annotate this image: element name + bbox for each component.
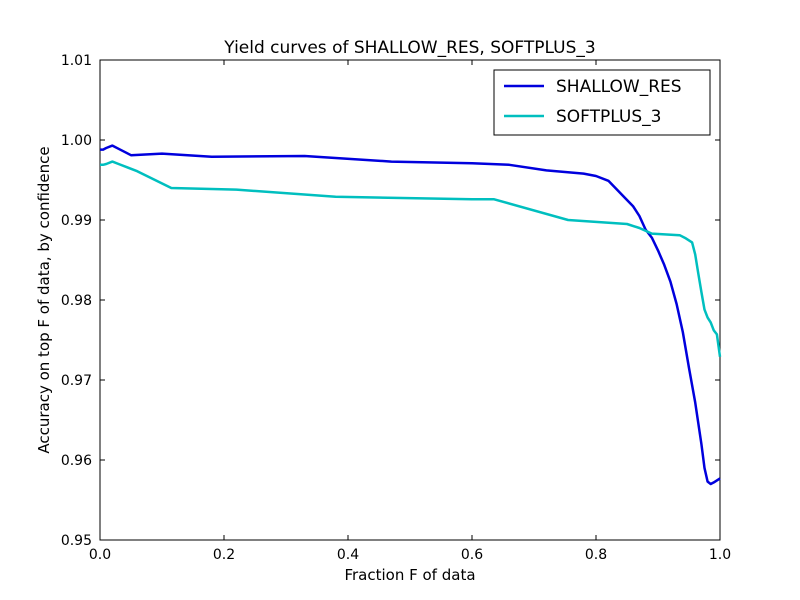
legend-box: [493, 69, 711, 136]
x-tick-label: 0.4: [337, 547, 359, 563]
y-tick-label: 1.00: [61, 133, 92, 149]
legend: SHALLOW_RES SOFTPLUS_3: [493, 69, 711, 136]
x-axis-label: Fraction F of data: [344, 566, 475, 584]
y-tick-label: 0.97: [61, 373, 92, 389]
ticks-layer: 0.0 0.2 0.4 0.6 0.8 1.0 0.95 0.96 0.97 0.98 0.99 1.…: [61, 53, 731, 563]
legend-label-softplus-3: SOFTPLUS_3: [556, 107, 661, 127]
x-tick-label: 0.2: [213, 547, 235, 563]
series-line-softplus-3: [100, 160, 722, 357]
series-layer: [100, 144, 722, 486]
y-tick-label: 0.99: [61, 213, 92, 229]
legend-label-shallow-res: SHALLOW_RES: [556, 77, 682, 97]
y-tick-label: 0.98: [61, 293, 92, 309]
x-tick-label: 0.0: [89, 547, 111, 563]
x-tick-label: 1.0: [709, 547, 731, 563]
plot-frame: [99, 59, 721, 541]
series-line-shallow-res: [100, 144, 721, 486]
chart-title: Yield curves of SHALLOW_RES, SOFTPLUS_3: [223, 38, 595, 58]
y-tick-label: 1.01: [61, 53, 92, 69]
y-tick-label: 0.95: [61, 533, 92, 549]
x-tick-label: 0.8: [585, 547, 607, 563]
y-tick-label: 0.96: [61, 453, 92, 469]
x-tick-label: 0.6: [461, 547, 483, 563]
y-axis-label: Accuracy on top F of data, by confidence: [35, 146, 53, 453]
